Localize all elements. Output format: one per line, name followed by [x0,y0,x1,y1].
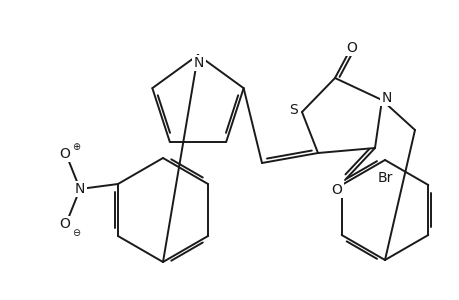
Text: N: N [381,91,392,105]
Text: ⊕: ⊕ [72,142,80,152]
Text: N: N [75,182,85,196]
Text: ⊖: ⊖ [72,228,80,238]
Text: S: S [289,103,298,117]
Text: O: O [346,41,357,55]
Text: O: O [59,217,70,231]
Text: Br: Br [376,171,392,185]
Text: N: N [193,56,204,70]
Text: O: O [59,147,70,161]
Text: O: O [331,183,341,197]
